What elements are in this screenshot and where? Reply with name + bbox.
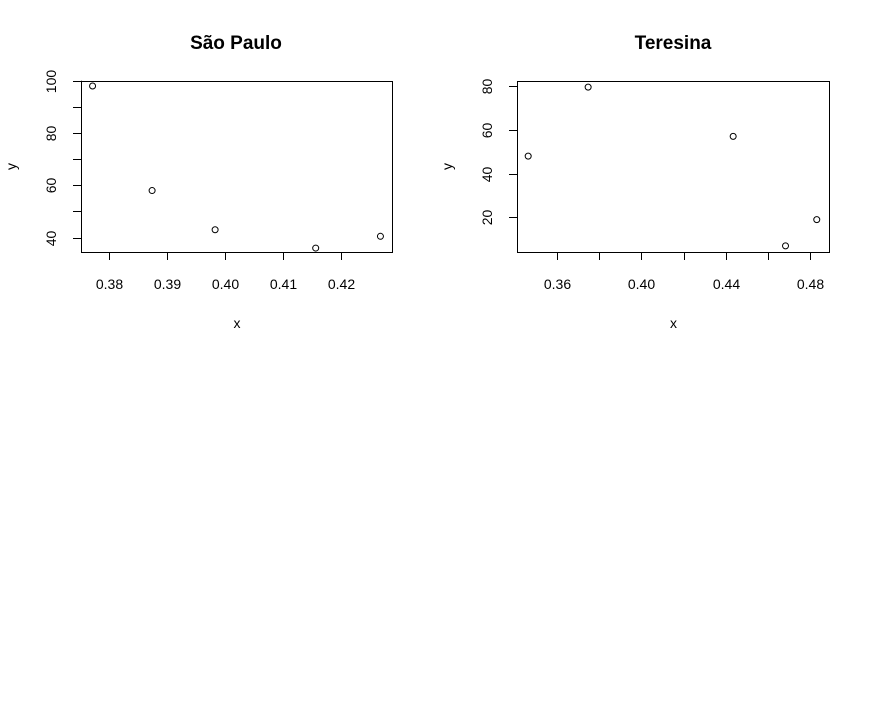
panel-2: Teresina 0.36 0.40 0.44 0.48 20 40 60 80 x y: [439, 33, 830, 331]
panel-2-x-tick-label: 0.44: [713, 276, 740, 292]
panel-2-y-axis-label: y: [439, 163, 455, 170]
panel-2-x-tick-label: 0.40: [628, 276, 655, 292]
panel-2-data-point-3: [729, 132, 737, 140]
panel-2-data-point-1: [524, 152, 532, 160]
panel-1-y-tick-label: 100: [43, 70, 59, 94]
panel-1-title: São Paulo: [190, 33, 282, 54]
panel-1-y-axis-label: y: [3, 163, 19, 170]
panel-2-y-tick-label: 60: [479, 123, 495, 139]
panel-1-x-tick-label: 0.39: [154, 276, 181, 292]
panel-2-data-point-2: [584, 83, 592, 91]
panel-1-y-tick-label: 60: [43, 178, 59, 194]
panel-2-x-tick-label: 0.48: [797, 276, 824, 292]
panel-1-x-tick-label: 0.38: [96, 276, 123, 292]
panel-2-y-tick-label: 80: [479, 79, 495, 95]
panel-1-data-point-1: [89, 82, 97, 90]
panel-2-data-point-5: [813, 216, 821, 224]
panel-2-data-point-4: [782, 242, 790, 250]
panel-1-x-tick-label: 0.40: [212, 276, 239, 292]
panel-1: São Paulo 0.38 0.39 0.40 0.41 0.42 40 60 80 100 x y: [3, 33, 393, 331]
panel-2-y-tick-label: 20: [479, 210, 495, 226]
panel-1-data-point-2: [148, 187, 156, 195]
panel-2-x-tick-label: 0.36: [544, 276, 571, 292]
panel-1-x-tick-label: 0.41: [270, 276, 297, 292]
panel-1-data-point-4: [312, 244, 320, 252]
panel-2-x-axis-label: x: [670, 315, 677, 331]
panel-1-y-tick-label: 40: [43, 231, 59, 247]
panel-2-title: Teresina: [635, 33, 712, 54]
panel-1-data-point-3: [211, 226, 219, 234]
panel-2-y-tick-label: 40: [479, 167, 495, 183]
panel-1-data-point-5: [376, 232, 384, 240]
panel-1-x-axis-label: x: [234, 315, 241, 331]
panel-1-x-tick-label: 0.42: [328, 276, 355, 292]
panel-1-y-tick-label: 80: [43, 126, 59, 142]
